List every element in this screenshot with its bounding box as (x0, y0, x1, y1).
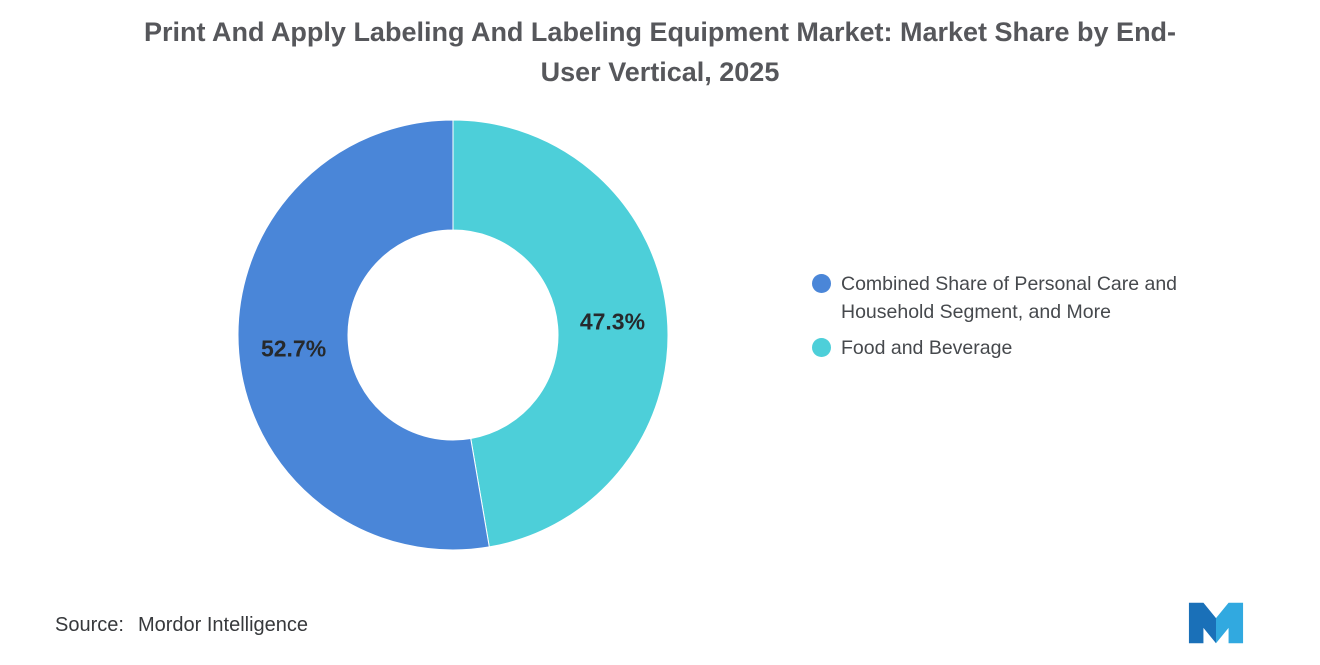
donut-chart-area: 47.3% 52.7% (233, 115, 673, 555)
source-attribution: Source: Mordor Intelligence (55, 614, 308, 637)
legend-item: Combined Share of Personal Care and Hous… (812, 270, 1241, 326)
source-prefix: Source: (55, 614, 124, 636)
donut-chart: 47.3% 52.7% (237, 119, 669, 551)
legend-swatch-circle (812, 274, 831, 293)
donut-slice (237, 119, 490, 551)
legend-label: Combined Share of Personal Care and Hous… (841, 273, 1178, 323)
legend-swatch-icon (812, 338, 831, 357)
legend-swatch-icon (812, 274, 831, 293)
logo-left-shape (1188, 602, 1216, 644)
page-title: Print And Apply Labeling And Labeling Eq… (143, 17, 1177, 87)
slice-data-label: 52.7% (261, 336, 326, 362)
logo-mark-icon (1188, 602, 1244, 644)
legend-label: Food and Beverage (841, 337, 1013, 359)
source-name: Mordor Intelligence (137, 614, 309, 636)
legend-swatch-circle (812, 338, 831, 357)
logo-right-shape (1216, 602, 1244, 644)
mordor-intelligence-logo (1187, 600, 1245, 646)
chart-legend: Combined Share of Personal Care and Hous… (812, 270, 1241, 362)
slice-data-label: 47.3% (580, 308, 645, 334)
legend-item: Food and Beverage (812, 334, 1241, 362)
donut-slice (452, 119, 669, 548)
